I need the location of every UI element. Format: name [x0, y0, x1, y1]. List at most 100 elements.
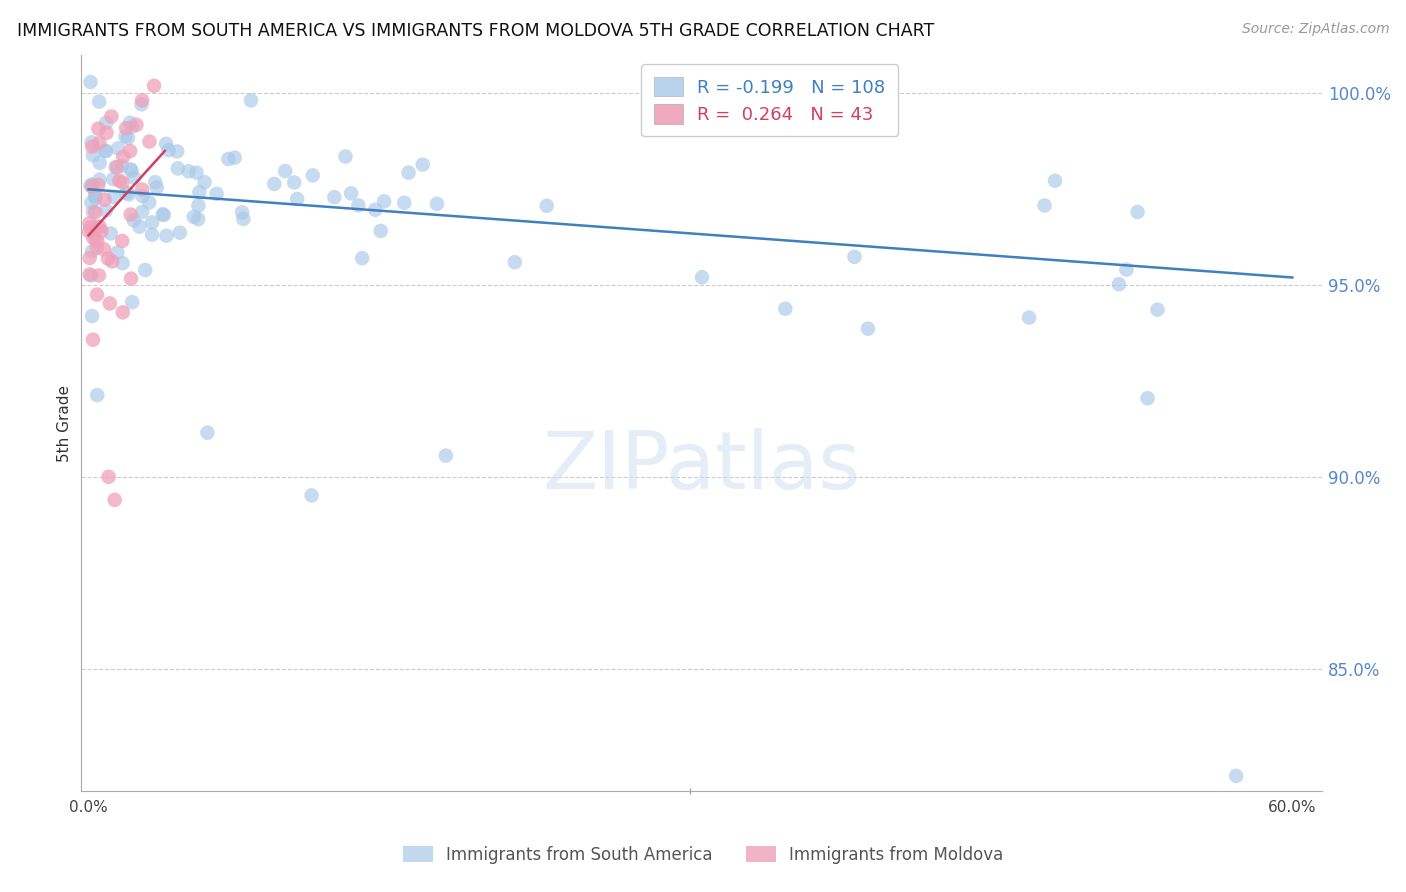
Point [82, 333, 104, 347]
Point [155, 136, 177, 151]
Point [157, 143, 180, 157]
Text: ZIPatlas: ZIPatlas [543, 428, 860, 507]
Point [1115, 262, 1137, 277]
Point [188, 185, 211, 199]
Point [1033, 198, 1056, 212]
Point [80, 178, 103, 192]
Point [94, 203, 117, 218]
Point [1146, 302, 1168, 317]
Point [87, 268, 110, 283]
Point [775, 301, 797, 316]
Point [340, 186, 363, 201]
Point [79, 178, 101, 193]
Point [352, 251, 374, 265]
Point [86, 219, 108, 234]
Point [108, 174, 131, 188]
Point [217, 152, 239, 166]
Point [84, 205, 107, 219]
Point [373, 194, 395, 209]
Point [398, 166, 420, 180]
Point [107, 141, 129, 155]
Point [166, 145, 188, 159]
Point [128, 219, 150, 234]
Point [111, 234, 134, 248]
Point [131, 205, 153, 219]
Point [120, 162, 142, 177]
Point [90, 224, 112, 238]
Point [89, 136, 111, 150]
Point [105, 161, 128, 175]
Point [111, 176, 134, 190]
Point [131, 189, 153, 203]
Point [183, 210, 205, 224]
Point [94, 144, 117, 158]
Point [152, 207, 174, 221]
Point [80, 195, 103, 210]
Point [187, 212, 209, 227]
Point [263, 177, 285, 191]
Point [197, 425, 219, 440]
Legend: Immigrants from South America, Immigrants from Moldova: Immigrants from South America, Immigrant… [396, 839, 1010, 871]
Point [98, 296, 121, 310]
Point [232, 211, 254, 226]
Point [89, 95, 111, 109]
Point [224, 151, 246, 165]
Point [138, 135, 160, 149]
Point [86, 233, 108, 247]
Point [143, 78, 166, 93]
Point [131, 182, 153, 196]
Point [79, 251, 101, 265]
Point [138, 195, 160, 210]
Point [79, 75, 101, 89]
Point [117, 131, 139, 145]
Point [87, 178, 110, 192]
Point [86, 388, 108, 402]
Point [434, 449, 457, 463]
Point [101, 254, 124, 268]
Point [111, 159, 134, 173]
Point [120, 144, 142, 158]
Point [89, 156, 111, 170]
Point [143, 175, 166, 189]
Point [153, 208, 176, 222]
Point [335, 149, 357, 163]
Point [80, 268, 103, 283]
Point [103, 172, 125, 186]
Point [146, 180, 169, 194]
Point [1043, 174, 1066, 188]
Point [301, 488, 323, 502]
Point [112, 150, 135, 164]
Text: Source: ZipAtlas.com: Source: ZipAtlas.com [1241, 22, 1389, 37]
Point [364, 202, 387, 217]
Point [166, 161, 188, 176]
Point [83, 189, 105, 203]
Point [301, 169, 323, 183]
Point [503, 255, 526, 269]
Point [169, 226, 191, 240]
Point [412, 158, 434, 172]
Legend: R = -0.199   N = 108, R =  0.264   N = 43: R = -0.199 N = 108, R = 0.264 N = 43 [641, 64, 898, 136]
Point [77, 225, 100, 239]
Point [100, 110, 122, 124]
Point [80, 136, 103, 150]
Point [115, 121, 138, 136]
Point [93, 243, 115, 257]
Text: IMMIGRANTS FROM SOUTH AMERICA VS IMMIGRANTS FROM MOLDOVA 5TH GRADE CORRELATION C: IMMIGRANTS FROM SOUTH AMERICA VS IMMIGRA… [17, 22, 934, 40]
Point [111, 305, 134, 319]
Point [82, 139, 104, 153]
Point [131, 93, 153, 107]
Point [96, 116, 118, 130]
Point [86, 287, 108, 301]
Point [1018, 310, 1040, 325]
Point [187, 198, 209, 212]
Point [121, 120, 143, 134]
Point [94, 144, 117, 158]
Point [283, 176, 305, 190]
Point [87, 121, 110, 136]
Point [141, 227, 163, 242]
Point [80, 179, 103, 194]
Point [125, 118, 148, 132]
Point [122, 213, 145, 227]
Point [80, 309, 103, 323]
Point [93, 193, 115, 207]
